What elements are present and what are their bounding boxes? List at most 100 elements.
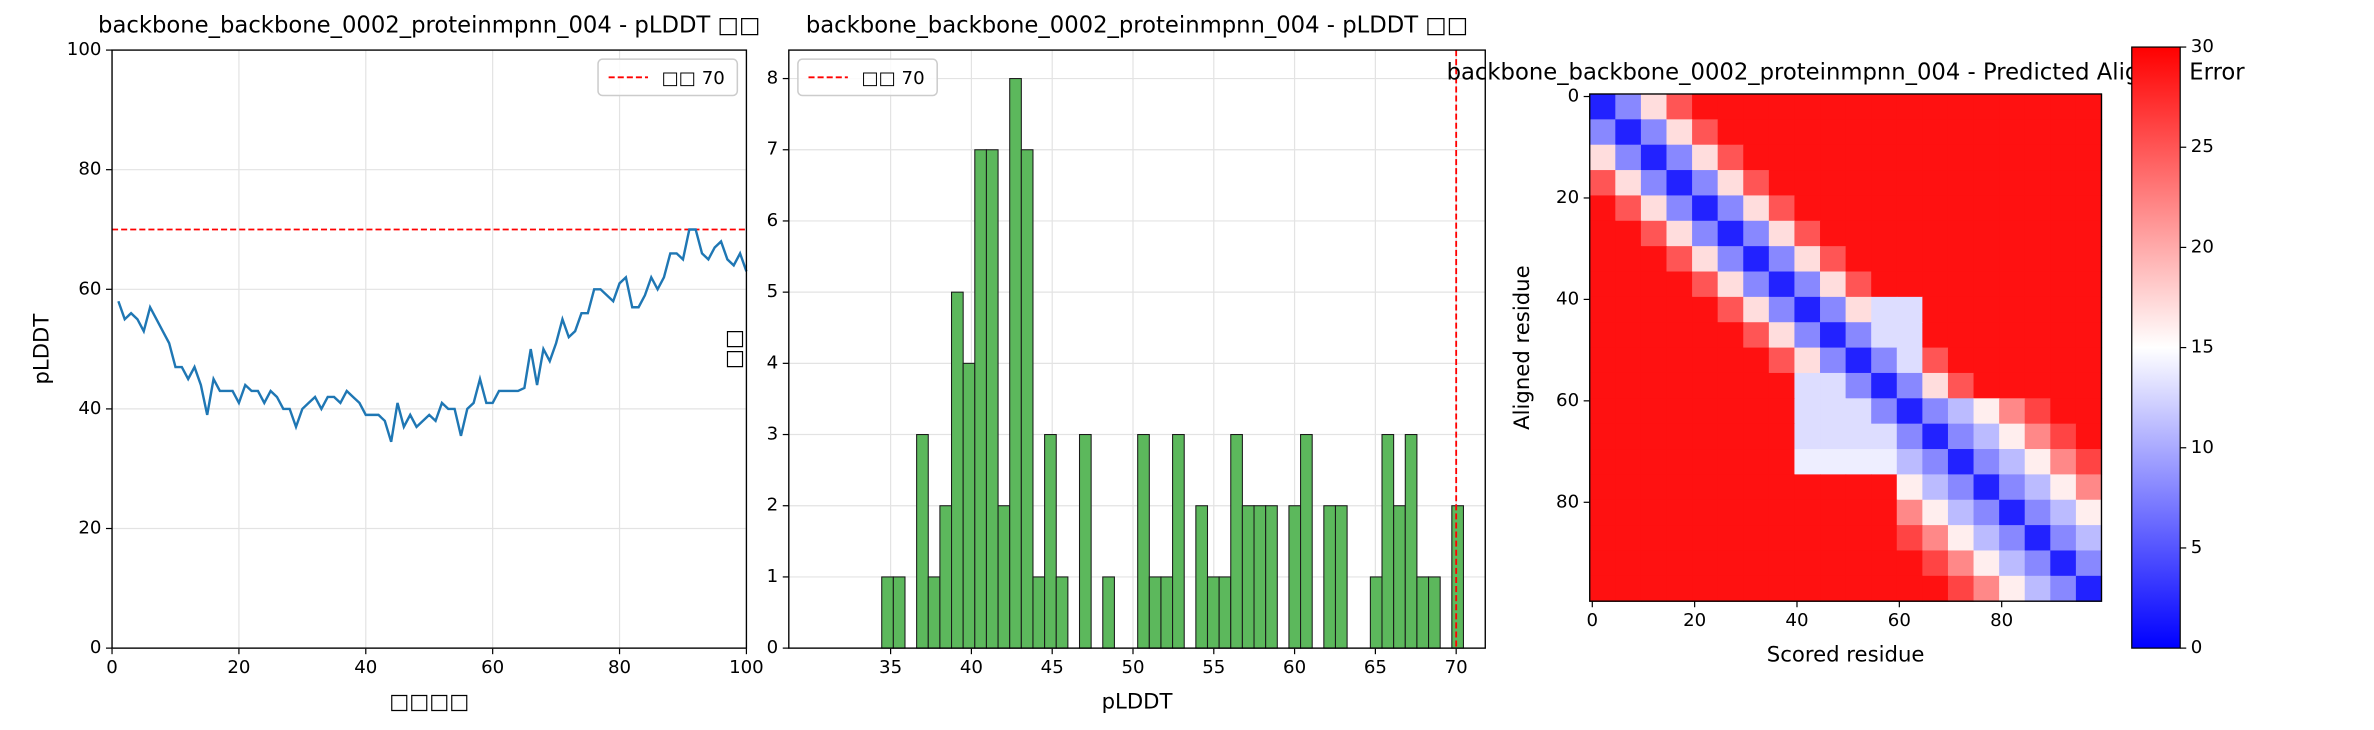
heatmap-cell <box>1768 93 1796 120</box>
heatmap-cell <box>1947 423 1975 450</box>
heatmap-cell <box>1973 271 2000 298</box>
heatmap-cell <box>1922 170 1949 197</box>
heatmap-cell <box>1794 347 1821 374</box>
heatmap-cell <box>1896 347 1923 374</box>
heatmap-cell <box>1589 220 1616 247</box>
y-tick-label: 20 <box>78 518 101 539</box>
hist-bar <box>1381 434 1395 649</box>
heatmap-cell <box>1640 170 1668 197</box>
heatmap-cell <box>1768 246 1796 273</box>
heatmap-cell <box>1717 372 1744 399</box>
heatmap-cell <box>1589 449 1616 475</box>
heatmap-cell <box>1692 449 1719 475</box>
hist-bar <box>1230 434 1243 649</box>
heatmap-cell <box>1871 372 1898 399</box>
heatmap-cell <box>2075 322 2103 349</box>
heatmap-cell <box>1768 525 1796 552</box>
heatmap-cell <box>1640 474 1668 501</box>
heatmap-cell <box>1615 246 1642 273</box>
heatmap-cell <box>1717 575 1744 602</box>
heatmap-cell <box>1743 296 1770 323</box>
heatmap-cell <box>1768 296 1796 323</box>
heatmap-cell <box>1692 144 1719 171</box>
heatmap-cell <box>1947 499 1975 526</box>
heatmap-cell <box>2050 170 2077 197</box>
heatmap-cell <box>2075 525 2103 552</box>
heatmap-cell <box>1640 271 1668 298</box>
heatmap-cell <box>1947 271 1975 298</box>
heatmap-cell <box>1717 525 1744 552</box>
heatmap-cell <box>1999 499 2026 526</box>
heatmap-cell <box>1999 575 2026 602</box>
heatmap-cell <box>1871 398 1898 425</box>
heatmap-cell <box>1666 449 1693 475</box>
x-axis-label: pLDDT <box>1102 689 1173 714</box>
heatmap-cell <box>1717 449 1744 475</box>
heatmap-cell <box>2075 144 2103 171</box>
heatmap-cell <box>1589 93 1616 120</box>
heatmap-cell <box>1589 195 1616 222</box>
colorbar <box>2131 46 2181 649</box>
heatmap-cell <box>1666 144 1693 171</box>
x-tick-label: 60 <box>1888 610 1911 631</box>
heatmap-cell <box>1820 271 1847 298</box>
y-tick-label: 60 <box>78 278 101 299</box>
heatmap-cell <box>1947 525 1975 552</box>
heatmap-cell <box>1794 550 1821 577</box>
heatmap-cell <box>1947 347 1975 374</box>
heatmap-cell <box>1845 144 1872 171</box>
heatmap-cell <box>1947 246 1975 273</box>
y-tick-label: 6 <box>767 210 779 231</box>
heatmap-cell <box>1640 575 1668 602</box>
heatmap-cell <box>1640 144 1668 171</box>
heatmap-cell <box>2075 119 2103 146</box>
heatmap-cell <box>1794 322 1821 349</box>
heatmap-cell <box>1666 474 1693 501</box>
hist-bar <box>1416 576 1430 649</box>
heatmap-cell <box>2024 271 2051 298</box>
heatmap-cell <box>1973 372 2000 399</box>
heatmap-cell <box>1794 220 1821 247</box>
heatmap-cell <box>1589 499 1616 526</box>
heatmap-cell <box>1845 322 1872 349</box>
heatmap-cell <box>1845 170 1872 197</box>
heatmap-cell <box>2024 347 2051 374</box>
heatmap-cell <box>1717 322 1744 349</box>
x-tick-label: 0 <box>1587 610 1599 631</box>
heatmap-cell <box>1692 423 1719 450</box>
heatmap-cell <box>1896 93 1923 120</box>
heatmap-cell <box>1871 525 1898 552</box>
heatmap-cell <box>1692 347 1719 374</box>
heatmap-cell <box>1922 372 1949 399</box>
heatmap-cell <box>1922 474 1949 501</box>
hist-bar <box>1137 434 1150 649</box>
x-tick-label: 0 <box>106 657 118 678</box>
x-tick-label: 70 <box>1445 657 1468 678</box>
heatmap-cell <box>1871 144 1898 171</box>
heatmap-cell <box>1743 170 1770 197</box>
heatmap-cell <box>1896 246 1923 273</box>
x-tick-label: 50 <box>1121 657 1144 678</box>
heatmap-cell <box>1717 347 1744 374</box>
heatmap-cell <box>1717 550 1744 577</box>
heatmap-cell <box>1768 347 1796 374</box>
heatmap-cell <box>1743 195 1770 222</box>
heatmap-cell <box>1820 449 1847 475</box>
heatmap-cell <box>1999 119 2026 146</box>
heatmap-cell <box>2024 474 2051 501</box>
y-tick-label: 100 <box>67 39 102 60</box>
heatmap-cell <box>1845 550 1872 577</box>
heatmap-cell <box>1973 144 2000 171</box>
y-tick-label: 40 <box>78 398 101 419</box>
heatmap-cell <box>1615 499 1642 526</box>
heatmap-cell <box>1717 119 1744 146</box>
heatmap-cell <box>1896 398 1923 425</box>
heatmap-cell <box>1615 474 1642 501</box>
heatmap-cell <box>1947 474 1975 501</box>
heatmap-cell <box>1794 271 1821 298</box>
heatmap-cell <box>2024 575 2051 602</box>
heatmap-cell <box>1871 271 1898 298</box>
heatmap-cell <box>1794 525 1821 552</box>
heatmap-cell <box>1973 119 2000 146</box>
heatmap-cell <box>1640 550 1668 577</box>
